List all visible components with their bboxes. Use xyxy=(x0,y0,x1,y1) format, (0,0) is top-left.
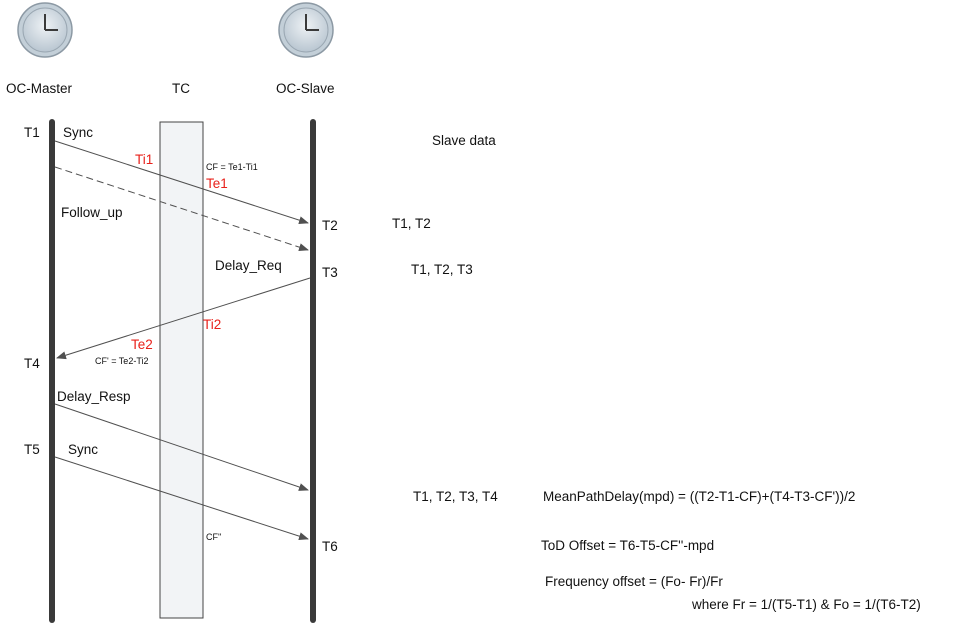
delay-req-label: Delay_Req xyxy=(215,258,282,273)
frequency-where-formula: where Fr = 1/(T5-T1) & Fo = 1/(T6-T2) xyxy=(692,597,921,612)
timestamp-t1: T1 xyxy=(24,125,40,140)
delay-resp-label: Delay_Resp xyxy=(57,389,131,404)
te2-label: Te2 xyxy=(131,337,153,352)
sync1-arrow xyxy=(54,140,309,225)
timestamp-t6: T6 xyxy=(322,539,338,554)
timestamp-t3: T3 xyxy=(322,265,338,280)
master-label: OC-Master xyxy=(6,81,73,96)
frequency-offset-formula: Frequency offset = (Fo- Fr)/Fr xyxy=(545,574,723,589)
slave-label: OC-Slave xyxy=(276,81,335,96)
mean-path-delay-formula: MeanPathDelay(mpd) = ((T2-T1-CF)+(T4-T3-… xyxy=(543,489,856,504)
cf3-label: CF'' xyxy=(206,532,222,542)
slave-clock-icon xyxy=(278,2,334,58)
slave-data-header: Slave data xyxy=(432,133,496,148)
follow-up-label: Follow_up xyxy=(61,205,123,220)
tod-offset-formula: ToD Offset = T6-T5-CF''-mpd xyxy=(541,538,715,553)
tc-box xyxy=(159,121,204,619)
ti2-label: Ti2 xyxy=(203,317,222,332)
master-clock-icon xyxy=(17,2,73,58)
slave-data-row-3: T1, T2, T3, T4 xyxy=(413,489,498,504)
timestamp-t2: T2 xyxy=(322,218,338,233)
tc-label: TC xyxy=(172,81,190,96)
slave-data-row-1: T1, T2 xyxy=(392,216,431,231)
sync1-label: Sync xyxy=(63,125,94,140)
te1-label: Te1 xyxy=(206,176,228,191)
ti1-label: Ti1 xyxy=(135,152,154,167)
delay-req-arrow xyxy=(56,277,311,360)
follow-up-arrow xyxy=(54,166,309,251)
slave-data-row-2: T1, T2, T3 xyxy=(411,262,473,277)
timestamp-t4: T4 xyxy=(24,356,40,371)
cf2-label: CF' = Te2-Ti2 xyxy=(95,356,149,366)
timestamp-t5: T5 xyxy=(24,442,40,457)
sync2-label: Sync xyxy=(68,442,99,457)
sync2-arrow xyxy=(54,456,309,541)
delay-resp-arrow xyxy=(54,403,309,491)
cf1-label: CF = Te1-Ti1 xyxy=(206,162,258,172)
